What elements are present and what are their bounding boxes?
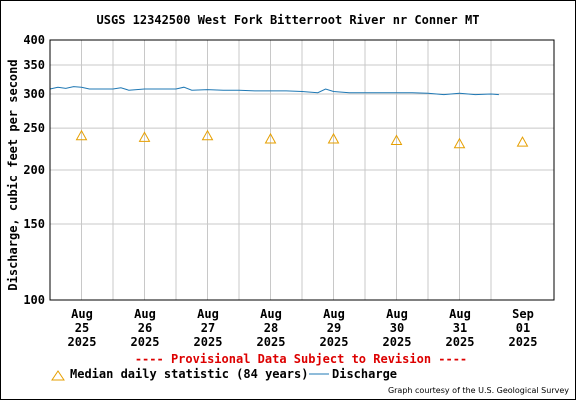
legend-median-icon <box>51 370 65 381</box>
x-tick-month: Sep <box>512 307 534 321</box>
x-tick-month: Aug <box>134 307 156 321</box>
x-tick-month: Aug <box>449 307 471 321</box>
x-tick-day: 26 <box>138 321 152 335</box>
y-tick-label: 300 <box>23 87 45 101</box>
y-tick-labels: 100 150 200 250 300 350 400 <box>23 33 45 307</box>
x-tick-year: 2025 <box>509 335 538 349</box>
median-markers <box>75 129 529 149</box>
x-tick-month: Aug <box>197 307 219 321</box>
x-tick-year: 2025 <box>131 335 160 349</box>
x-tick-year: 2025 <box>446 335 475 349</box>
x-tick-year: 2025 <box>194 335 223 349</box>
y-tick-label: 400 <box>23 33 45 47</box>
median-marker <box>390 134 403 146</box>
y-tick-label: 100 <box>23 293 45 307</box>
discharge-line <box>49 86 499 96</box>
x-tick-day: 01 <box>516 321 530 335</box>
y-axis-label: Discharge, cubic feet per second <box>6 59 20 290</box>
x-tick-month: Aug <box>323 307 345 321</box>
legend-median-label: Median daily statistic (84 years) <box>70 367 308 381</box>
provisional-note: ---- Provisional Data Subject to Revisio… <box>135 352 467 366</box>
plot-area-border <box>49 39 555 301</box>
x-tick-year: 2025 <box>257 335 286 349</box>
x-tick-day: 27 <box>201 321 215 335</box>
y-tick-label: 250 <box>23 121 45 135</box>
chart-title: USGS 12342500 West Fork Bitterroot River… <box>97 13 480 27</box>
x-tick-year: 2025 <box>383 335 412 349</box>
legend: Median daily statistic (84 years) Discha… <box>51 367 397 381</box>
x-tick-month: Aug <box>260 307 282 321</box>
x-tick-year: 2025 <box>68 335 97 349</box>
median-marker <box>138 131 151 142</box>
x-tick-day: 25 <box>75 321 89 335</box>
median-marker <box>453 137 466 149</box>
x-tick-labels: Aug252025Aug262025Aug272025Aug282025Aug2… <box>68 307 538 349</box>
x-tick-day: 29 <box>327 321 341 335</box>
x-tick-day: 28 <box>264 321 278 335</box>
grid-lines <box>50 40 554 300</box>
x-tick-day: 31 <box>453 321 467 335</box>
median-marker <box>516 136 529 147</box>
discharge-line-layer <box>49 86 499 96</box>
median-marker <box>201 129 214 141</box>
median-marker <box>75 129 88 141</box>
y-tick-label: 350 <box>23 58 45 72</box>
x-tick-day: 30 <box>390 321 404 335</box>
y-tick-label: 150 <box>23 217 45 231</box>
legend-discharge-label: Discharge <box>332 367 397 381</box>
x-tick-year: 2025 <box>320 335 349 349</box>
y-tick-label: 200 <box>23 163 45 177</box>
median-marker <box>264 132 277 144</box>
x-tick-month: Aug <box>386 307 408 321</box>
median-marker <box>327 132 340 144</box>
usgs-credit: Graph courtesy of the U.S. Geological Su… <box>388 386 569 395</box>
x-tick-month: Aug <box>71 307 93 321</box>
